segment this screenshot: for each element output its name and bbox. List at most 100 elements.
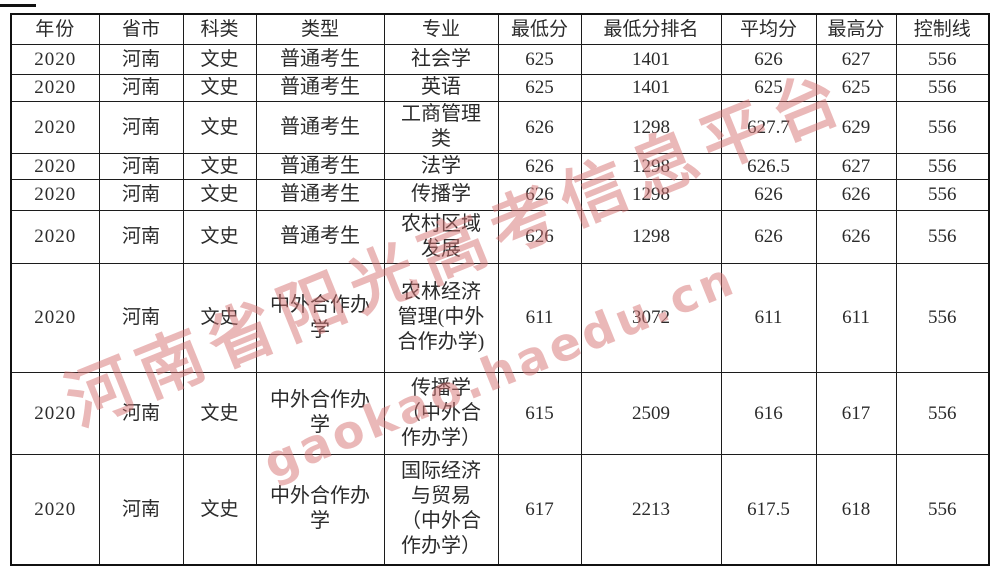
table-cell: 河南 xyxy=(98,453,184,566)
table-row: 2020 河南 文史 普通考生 社会学 625 1401 626 627 556 xyxy=(10,43,990,75)
crop-artifact-line xyxy=(0,4,36,7)
table-row: 2020 河南 文史 普通考生 英语 625 1401 625 625 556 xyxy=(10,73,990,102)
table-cell: 普通考生 xyxy=(255,100,385,154)
table-cell: 文史 xyxy=(182,100,257,154)
table-cell: 617.5 xyxy=(720,453,817,566)
table-cell: 1298 xyxy=(580,178,722,211)
column-header-avg: 平均分 xyxy=(720,13,817,45)
table-cell: 普通考生 xyxy=(255,73,385,102)
table-cell: 1298 xyxy=(580,209,722,264)
table-row: 2020 河南 文史 普通考生 传播学 626 1298 626 626 556 xyxy=(10,178,990,211)
table-cell: 626 xyxy=(720,209,817,264)
table-cell: 626 xyxy=(497,209,582,264)
table-cell: 河南 xyxy=(98,262,184,373)
table-cell: 617 xyxy=(497,453,582,566)
table-cell: 中外合作办学 xyxy=(255,371,385,455)
table-cell: 传播学 xyxy=(383,178,499,211)
table-cell: 611 xyxy=(815,262,897,373)
column-header-rank: 最低分排名 xyxy=(580,13,722,45)
table-cell: 1298 xyxy=(580,152,722,180)
table-cell: 556 xyxy=(895,43,990,75)
table-cell: 1298 xyxy=(580,100,722,154)
table-cell: 627 xyxy=(815,152,897,180)
table-cell: 河南 xyxy=(98,371,184,455)
table-cell: 河南 xyxy=(98,209,184,264)
table-cell: 2020 xyxy=(10,73,100,102)
table-cell: 文史 xyxy=(182,152,257,180)
column-header-major: 专业 xyxy=(383,13,499,45)
table-row: 2020 河南 文史 普通考生 工商管理类 626 1298 627.7 629 556 xyxy=(10,100,990,154)
table-cell: 618 xyxy=(815,453,897,566)
table-cell: 626 xyxy=(497,152,582,180)
column-header-subj: 科类 xyxy=(182,13,257,45)
table-cell: 英语 xyxy=(383,73,499,102)
table-cell: 2020 xyxy=(10,100,100,154)
table-cell: 2213 xyxy=(580,453,722,566)
table-cell: 农林经济管理(中外合作办学) xyxy=(383,262,499,373)
table-cell: 文史 xyxy=(182,453,257,566)
table-cell: 文史 xyxy=(182,178,257,211)
table-cell: 2020 xyxy=(10,178,100,211)
table-cell: 556 xyxy=(895,371,990,455)
table-cell: 611 xyxy=(497,262,582,373)
table-row: 2020 河南 文史 普通考生 农村区域发展 626 1298 626 626 556 xyxy=(10,209,990,264)
table-cell: 工商管理类 xyxy=(383,100,499,154)
table-row: 2020 河南 文史 普通考生 法学 626 1298 626.5 627 556 xyxy=(10,152,990,180)
table-cell: 文史 xyxy=(182,209,257,264)
table-cell: 1401 xyxy=(580,73,722,102)
column-header-prov: 省市 xyxy=(98,13,184,45)
column-header-year: 年份 xyxy=(10,13,100,45)
table-cell: 626 xyxy=(815,209,897,264)
table-row: 2020 河南 文史 中外合作办学 传播学（中外合作办学） 615 2509 616 617 55… xyxy=(10,371,990,455)
table-cell: 中外合作办学 xyxy=(255,262,385,373)
table-cell: 文史 xyxy=(182,262,257,373)
table-cell: 617 xyxy=(815,371,897,455)
table-cell: 中外合作办学 xyxy=(255,453,385,566)
column-header-min: 最低分 xyxy=(497,13,582,45)
table-cell: 625 xyxy=(720,73,817,102)
table-cell: 河南 xyxy=(98,100,184,154)
table-cell: 2020 xyxy=(10,43,100,75)
table-cell: 2020 xyxy=(10,209,100,264)
table-row: 2020 河南 文史 中外合作办学 国际经济与贸易（中外合作办学） 617 2213 617.… xyxy=(10,453,990,566)
admission-scores-table: 年份 省市 科类 类型 专业 最低分 最低分排名 平均分 最高分 控制线 2020 河南 文史 普通考生… xyxy=(10,13,990,566)
table-cell: 627 xyxy=(815,43,897,75)
table-cell: 627.7 xyxy=(720,100,817,154)
table-cell: 普通考生 xyxy=(255,43,385,75)
table-cell: 农村区域发展 xyxy=(383,209,499,264)
table-cell: 626 xyxy=(497,100,582,154)
table-cell: 2020 xyxy=(10,152,100,180)
table-cell: 626 xyxy=(497,178,582,211)
table-row: 2020 河南 文史 中外合作办学 农林经济管理(中外合作办学) 611 3072 611 61… xyxy=(10,262,990,373)
column-header-ctrl: 控制线 xyxy=(895,13,990,45)
table-cell: 616 xyxy=(720,371,817,455)
table-cell: 625 xyxy=(815,73,897,102)
table-cell: 626 xyxy=(815,178,897,211)
table-cell: 文史 xyxy=(182,371,257,455)
column-header-max: 最高分 xyxy=(815,13,897,45)
table-cell: 1401 xyxy=(580,43,722,75)
table-cell: 法学 xyxy=(383,152,499,180)
table-cell: 2020 xyxy=(10,453,100,566)
table-cell: 普通考生 xyxy=(255,209,385,264)
table-cell: 文史 xyxy=(182,73,257,102)
table-cell: 2509 xyxy=(580,371,722,455)
table-cell: 普通考生 xyxy=(255,152,385,180)
table-cell: 2020 xyxy=(10,262,100,373)
table-cell: 626.5 xyxy=(720,152,817,180)
table-cell: 556 xyxy=(895,152,990,180)
table-cell: 611 xyxy=(720,262,817,373)
table-header-row: 年份 省市 科类 类型 专业 最低分 最低分排名 平均分 最高分 控制线 xyxy=(10,13,990,45)
table-cell: 河南 xyxy=(98,43,184,75)
table-cell: 3072 xyxy=(580,262,722,373)
table-cell: 629 xyxy=(815,100,897,154)
table-cell: 626 xyxy=(720,43,817,75)
table-cell: 556 xyxy=(895,209,990,264)
table-cell: 625 xyxy=(497,73,582,102)
table-cell: 615 xyxy=(497,371,582,455)
table-cell: 河南 xyxy=(98,73,184,102)
table-cell: 556 xyxy=(895,73,990,102)
table-cell: 传播学（中外合作办学） xyxy=(383,371,499,455)
table-cell: 普通考生 xyxy=(255,178,385,211)
table-cell: 556 xyxy=(895,100,990,154)
